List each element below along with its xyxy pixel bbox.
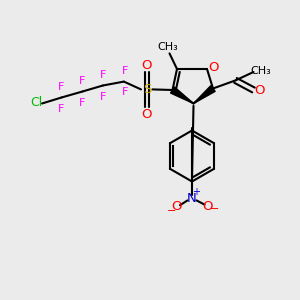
Text: CH₃: CH₃ [158, 41, 178, 52]
Text: F: F [58, 82, 65, 92]
Text: Cl: Cl [30, 95, 42, 109]
Text: F: F [122, 87, 128, 98]
Text: −: − [209, 204, 219, 214]
Text: F: F [79, 98, 86, 108]
Text: S: S [143, 83, 151, 96]
Text: F: F [100, 70, 106, 80]
Text: O: O [209, 61, 219, 74]
Text: O: O [142, 108, 152, 121]
Text: F: F [122, 66, 128, 76]
Text: F: F [58, 104, 65, 114]
Text: O: O [202, 200, 213, 213]
Text: O: O [172, 200, 182, 214]
Text: F: F [79, 76, 86, 86]
Text: −: − [167, 206, 176, 216]
Polygon shape [194, 85, 215, 103]
Text: O: O [142, 58, 152, 72]
Text: CH₃: CH₃ [250, 65, 271, 76]
Polygon shape [171, 87, 194, 104]
Text: O: O [255, 84, 265, 97]
Text: N: N [187, 191, 197, 205]
Text: +: + [192, 187, 200, 197]
Text: F: F [100, 92, 106, 102]
